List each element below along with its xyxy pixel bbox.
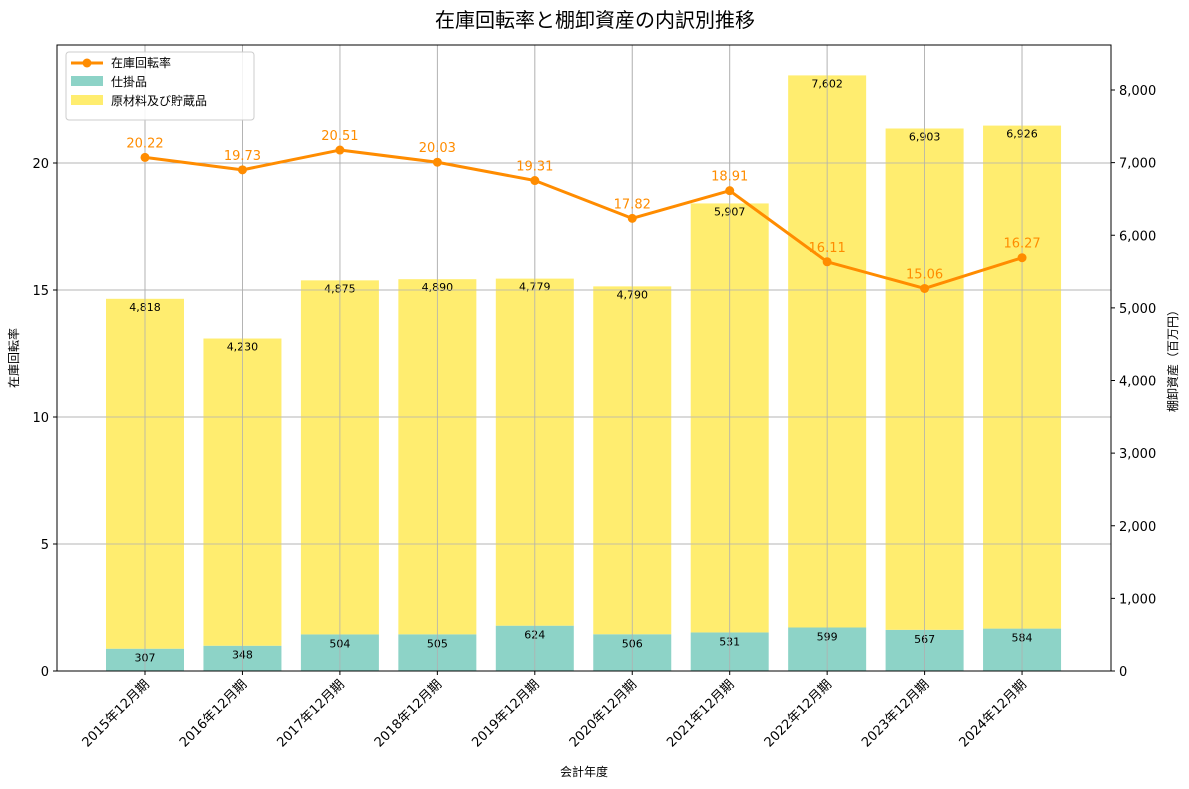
- x-tick-label: 2015年12月期: [80, 677, 153, 750]
- x-tick-label: 2020年12月期: [567, 677, 640, 750]
- line-marker: [920, 283, 930, 293]
- line-marker: [335, 145, 345, 155]
- right-tick-label: 7,000: [1119, 157, 1156, 172]
- x-axis-label: 会計年度: [560, 764, 608, 779]
- line-value-label: 20.51: [321, 129, 358, 144]
- line-value-label: 16.27: [1003, 237, 1040, 252]
- line-marker: [725, 186, 735, 196]
- right-tick-label: 8,000: [1119, 84, 1156, 99]
- right-axis-label: 棚卸資産（百万円）: [1165, 304, 1180, 412]
- x-tick-label: 2019年12月期: [469, 677, 542, 750]
- right-tick-label: 4,000: [1119, 375, 1156, 390]
- line-value-label: 17.82: [614, 197, 651, 212]
- chart-title: 在庫回転率と棚卸資産の内訳別推移: [435, 8, 755, 32]
- left-tick-label: 5: [41, 538, 49, 553]
- line-value-label: 19.31: [516, 160, 553, 175]
- line-marker: [627, 213, 637, 223]
- x-tick-label: 2016年12月期: [177, 677, 250, 750]
- x-tick-label: 2017年12月期: [274, 677, 347, 750]
- line-value-label: 19.73: [224, 149, 261, 164]
- left-tick-label: 10: [32, 411, 49, 426]
- left-axis-label: 在庫回転率: [6, 328, 21, 388]
- x-tick-label: 2023年12月期: [859, 677, 932, 750]
- legend-item-wip: 仕掛品: [111, 74, 147, 89]
- right-tick-label: 2,000: [1119, 520, 1156, 535]
- legend: 在庫回転率 仕掛品 原材料及び貯蔵品: [65, 51, 255, 121]
- line-value-label: 16.11: [809, 241, 846, 256]
- right-tick-label: 1,000: [1119, 592, 1156, 607]
- raw-material-legend-swatch: [71, 95, 103, 105]
- x-tick-label: 2018年12月期: [372, 677, 445, 750]
- line-marker-icon: [82, 58, 92, 68]
- wip-legend-swatch: [71, 76, 103, 86]
- x-tick-label: 2024年12月期: [957, 677, 1030, 750]
- line-marker: [822, 257, 832, 267]
- right-tick-label: 0: [1119, 665, 1127, 680]
- line-marker: [140, 152, 150, 162]
- x-tick-label: 2022年12月期: [762, 677, 835, 750]
- line-value-label: 20.22: [126, 136, 163, 151]
- line-marker: [432, 157, 442, 167]
- line-value-label: 15.06: [906, 267, 943, 282]
- legend-item-turnover: 在庫回転率: [111, 55, 171, 70]
- line-marker: [530, 176, 540, 186]
- left-tick-label: 15: [32, 284, 49, 299]
- legend-item-raw-materials: 原材料及び貯蔵品: [111, 94, 207, 108]
- line-value-label: 18.91: [711, 170, 748, 185]
- right-tick-label: 5,000: [1119, 302, 1156, 317]
- right-tick-label: 3,000: [1119, 447, 1156, 462]
- line-value-label: 20.03: [419, 141, 456, 156]
- bar-series: 3074,8183484,2305044,8755054,8906244,779…: [57, 45, 1111, 671]
- line-marker: [237, 165, 247, 175]
- line-marker: [1017, 253, 1027, 263]
- right-tick-label: 6,000: [1119, 229, 1156, 244]
- left-tick-label: 0: [41, 665, 49, 680]
- x-tick-label: 2021年12月期: [664, 677, 737, 750]
- line-series: 20.22 19.73 20.51 20.03 19.31 17.82 18.91 16.11…: [126, 129, 1041, 293]
- left-tick-label: 20: [32, 157, 49, 172]
